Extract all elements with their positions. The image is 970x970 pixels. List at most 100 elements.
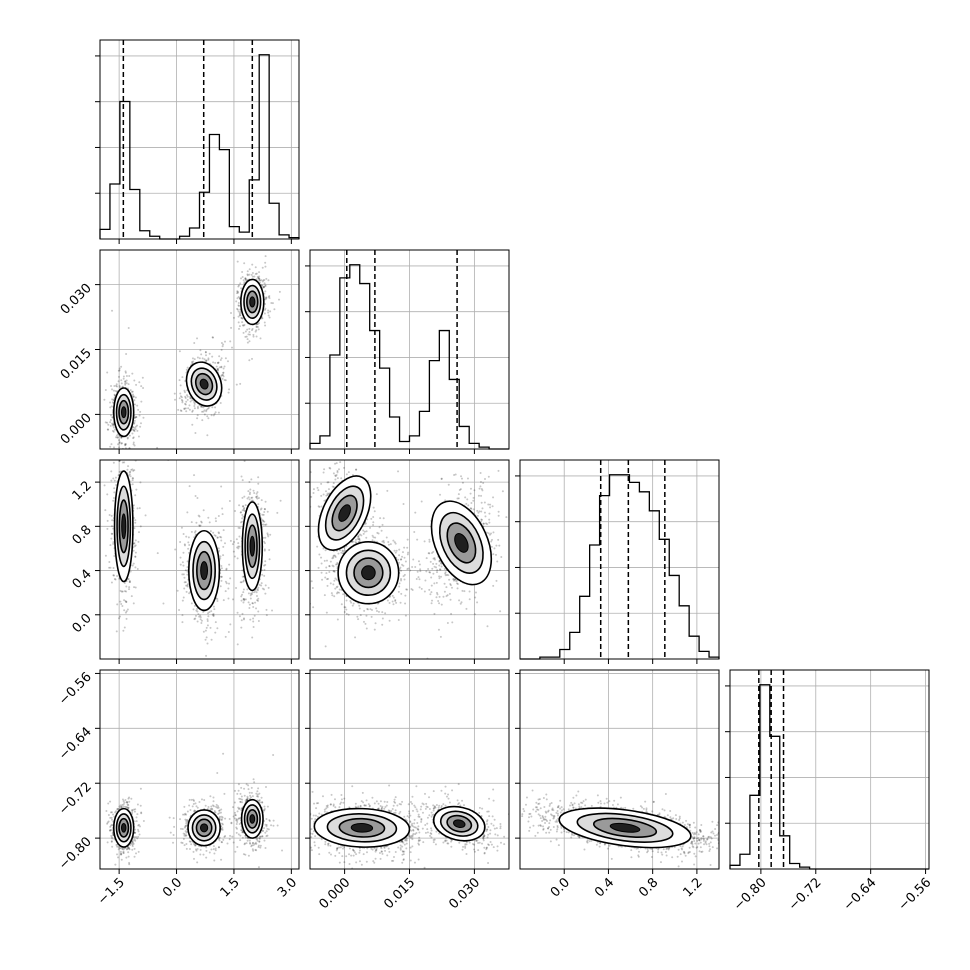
sample-point bbox=[270, 302, 273, 305]
sample-point bbox=[239, 382, 242, 385]
sample-point bbox=[188, 798, 191, 801]
sample-point bbox=[127, 326, 130, 329]
sample-point bbox=[231, 835, 234, 838]
sample-point bbox=[194, 844, 197, 847]
sample-point bbox=[241, 276, 244, 279]
sample-point bbox=[124, 599, 127, 602]
sample-point bbox=[192, 360, 195, 363]
sample-point bbox=[210, 414, 213, 417]
sample-point bbox=[127, 804, 130, 807]
sample-point bbox=[202, 509, 205, 512]
sample-point bbox=[205, 856, 208, 859]
sample-point bbox=[264, 303, 267, 306]
sample-point bbox=[112, 574, 115, 577]
sample-point bbox=[265, 297, 268, 300]
sample-point bbox=[264, 255, 267, 258]
sample-point bbox=[138, 823, 141, 826]
sample-point bbox=[104, 421, 107, 424]
sample-point bbox=[214, 520, 217, 523]
sample-point bbox=[109, 445, 112, 448]
sample-point bbox=[257, 322, 260, 325]
sample-point bbox=[113, 384, 116, 387]
sample-point bbox=[127, 383, 130, 386]
sample-point bbox=[265, 523, 268, 526]
sample-point bbox=[131, 479, 134, 482]
sample-point bbox=[131, 372, 134, 375]
sample-point bbox=[225, 582, 228, 585]
sample-point bbox=[137, 540, 140, 543]
sample-point bbox=[184, 396, 187, 399]
sample-point bbox=[106, 371, 109, 374]
sample-point bbox=[210, 638, 213, 641]
sample-point bbox=[194, 844, 197, 847]
sample-point bbox=[112, 574, 115, 577]
sample-point bbox=[139, 804, 142, 807]
sample-point bbox=[221, 826, 224, 829]
sample-point bbox=[109, 566, 112, 569]
sample-point bbox=[191, 357, 194, 360]
sample-point bbox=[256, 495, 259, 498]
sample-point bbox=[235, 826, 238, 829]
sample-point bbox=[241, 575, 244, 578]
sample-point bbox=[218, 815, 221, 818]
sample-point bbox=[214, 406, 217, 409]
sample-point bbox=[193, 618, 196, 621]
sample-point bbox=[259, 279, 262, 282]
sample-point bbox=[181, 614, 184, 617]
sample-point bbox=[110, 532, 113, 535]
sample-point bbox=[132, 477, 135, 480]
sample-point bbox=[243, 506, 246, 509]
sample-point bbox=[120, 590, 123, 593]
sample-point bbox=[262, 279, 265, 282]
sample-point bbox=[124, 444, 127, 447]
sample-point bbox=[169, 831, 172, 834]
sample-point bbox=[122, 375, 125, 378]
sample-point bbox=[187, 536, 190, 539]
sample-point bbox=[217, 846, 220, 849]
sample-point bbox=[132, 441, 135, 444]
sample-point bbox=[204, 638, 207, 641]
sample-point bbox=[248, 273, 251, 276]
sample-point bbox=[117, 856, 120, 859]
sample-point bbox=[181, 599, 184, 602]
sample-point bbox=[217, 361, 220, 364]
sample-point bbox=[110, 384, 113, 387]
sample-point bbox=[227, 391, 230, 394]
sample-point bbox=[138, 833, 141, 836]
sample-point bbox=[261, 587, 264, 590]
sample-point bbox=[185, 824, 188, 827]
sample-point bbox=[220, 366, 223, 369]
sample-point bbox=[202, 410, 205, 413]
sample-point bbox=[257, 610, 260, 613]
sample-point bbox=[205, 410, 208, 413]
sample-point bbox=[183, 826, 186, 829]
sample-point bbox=[134, 551, 137, 554]
sample-point bbox=[237, 285, 240, 288]
sample-point bbox=[183, 544, 186, 547]
sample-point bbox=[118, 367, 121, 370]
sample-point bbox=[188, 408, 191, 411]
sample-point bbox=[111, 398, 114, 401]
sample-point bbox=[189, 400, 192, 403]
sample-point bbox=[237, 291, 240, 294]
sample-point bbox=[230, 822, 233, 825]
sample-point bbox=[244, 278, 247, 281]
sample-point bbox=[139, 422, 142, 425]
sample-point bbox=[225, 567, 228, 570]
sample-point bbox=[230, 821, 233, 824]
sample-point bbox=[134, 831, 137, 834]
sample-point bbox=[244, 330, 247, 333]
sample-point bbox=[194, 494, 197, 497]
sample-point bbox=[250, 329, 253, 332]
sample-point bbox=[182, 532, 185, 535]
sample-point bbox=[183, 407, 186, 410]
panel-frame bbox=[519, 459, 720, 660]
sample-point bbox=[124, 380, 127, 383]
sample-point bbox=[128, 586, 131, 589]
sample-point bbox=[110, 823, 113, 826]
density-contour-3 bbox=[120, 406, 127, 419]
sample-point bbox=[236, 643, 239, 646]
sample-point bbox=[184, 407, 187, 410]
sample-point bbox=[131, 390, 134, 393]
sample-point bbox=[224, 357, 227, 360]
